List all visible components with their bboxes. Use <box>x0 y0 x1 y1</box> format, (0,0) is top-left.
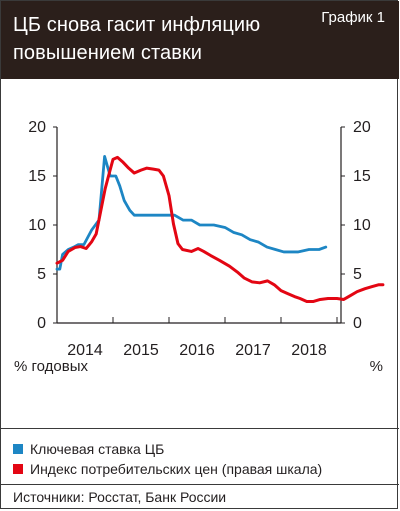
figure-label: График 1 <box>321 9 385 26</box>
x-tick-label: 2017 <box>235 342 271 359</box>
legend-divider <box>1 428 399 429</box>
legend-swatch-key-rate <box>13 444 23 454</box>
series-layer <box>55 155 385 303</box>
legend-label-key-rate: Ключевая ставка ЦБ <box>30 441 165 457</box>
left-y-tick-label: 0 <box>37 315 46 332</box>
legend-label-cpi: Индекс потребительских цен (правая шкала… <box>30 461 323 477</box>
left-y-tick-label: 20 <box>28 119 46 136</box>
x-tick-label: 2018 <box>291 342 327 359</box>
header-bar: ЦБ снова гасит инфляцию повышением ставк… <box>1 1 399 79</box>
series-line-cpi <box>55 155 385 303</box>
legend: Ключевая ставка ЦБ Индекс потребительски… <box>13 439 387 479</box>
axes-layer <box>53 126 345 324</box>
source-divider <box>1 484 399 485</box>
x-tick-label: 2015 <box>123 342 159 359</box>
right-axis-unit-label: % <box>369 358 383 375</box>
legend-item-cpi: Индекс потребительских цен (правая шкала… <box>13 459 387 479</box>
source-note: Источники: Росстат, Банк России <box>13 489 227 505</box>
legend-item-key-rate: Ключевая ставка ЦБ <box>13 439 387 459</box>
series-line-key-rate <box>55 155 328 271</box>
left-axis-unit-label: % годовых <box>14 358 89 375</box>
right-y-tick-label: 15 <box>353 168 371 185</box>
left-y-tick-label: 15 <box>28 168 46 185</box>
right-y-tick-label: 0 <box>353 315 362 332</box>
x-tick-label: 2014 <box>67 342 103 359</box>
right-y-tick-label: 10 <box>353 217 371 234</box>
right-y-tick-label: 20 <box>353 119 371 136</box>
left-y-tick-label: 5 <box>37 266 46 283</box>
left-y-tick-label: 10 <box>28 217 46 234</box>
x-tick-label: 2016 <box>179 342 215 359</box>
chart-title: ЦБ снова гасит инфляцию повышением ставк… <box>13 14 261 64</box>
legend-swatch-cpi <box>13 464 23 474</box>
right-y-tick-label: 5 <box>353 266 362 283</box>
